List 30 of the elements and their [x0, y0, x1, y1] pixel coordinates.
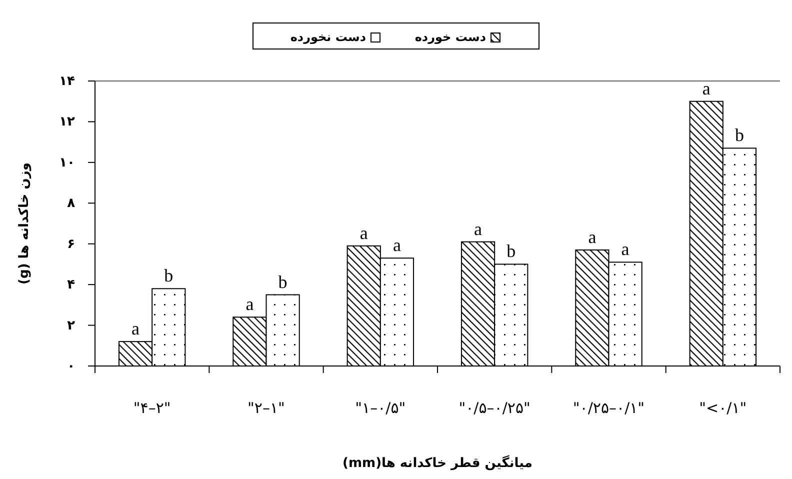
- y-axis-title: وزن خاکدانه ها (g): [17, 162, 32, 284]
- y-tick-label: ۱۲: [59, 114, 76, 130]
- y-tick-label: ۱۴: [59, 74, 76, 89]
- y-tick-label: ۸: [67, 196, 76, 212]
- x-tick-label: "۴–۲": [133, 399, 171, 417]
- annotation: a: [474, 218, 482, 239]
- y-tick-label: ۱۰: [59, 155, 75, 170]
- legend-label: دست نخورده: [290, 30, 366, 44]
- annotation: a: [702, 78, 710, 98]
- legend-label: دست خورده: [414, 30, 486, 44]
- annotation: a: [360, 222, 368, 243]
- annotation: b: [278, 272, 288, 292]
- x-axis-title: میانگین قطر خاکدانه ها(mm): [342, 455, 532, 471]
- annotation: b: [734, 125, 744, 146]
- y-tick-label: ۲: [67, 318, 76, 334]
- x-tick-label: "۰/۲۵–۰/۱": [572, 399, 645, 417]
- annotation: a: [621, 239, 630, 260]
- annotation: a: [588, 226, 596, 247]
- y-tick-label: ۴: [67, 278, 76, 293]
- annotation: a: [392, 235, 401, 256]
- y-tick-label: ۰: [67, 359, 75, 374]
- annotation: a: [132, 318, 140, 339]
- annotation: b: [164, 266, 174, 286]
- annotation: b: [506, 241, 516, 262]
- x-tick-label: "۱–۰/۵": [355, 399, 406, 417]
- annotation: a: [246, 294, 254, 314]
- x-tick-label: "۲–۱": [248, 399, 285, 417]
- x-tick-label: "<۰/۱": [699, 399, 747, 417]
- y-tick-label: ۶: [67, 236, 75, 252]
- x-tick-label: "۰/۵–۰/۲۵": [458, 399, 530, 417]
